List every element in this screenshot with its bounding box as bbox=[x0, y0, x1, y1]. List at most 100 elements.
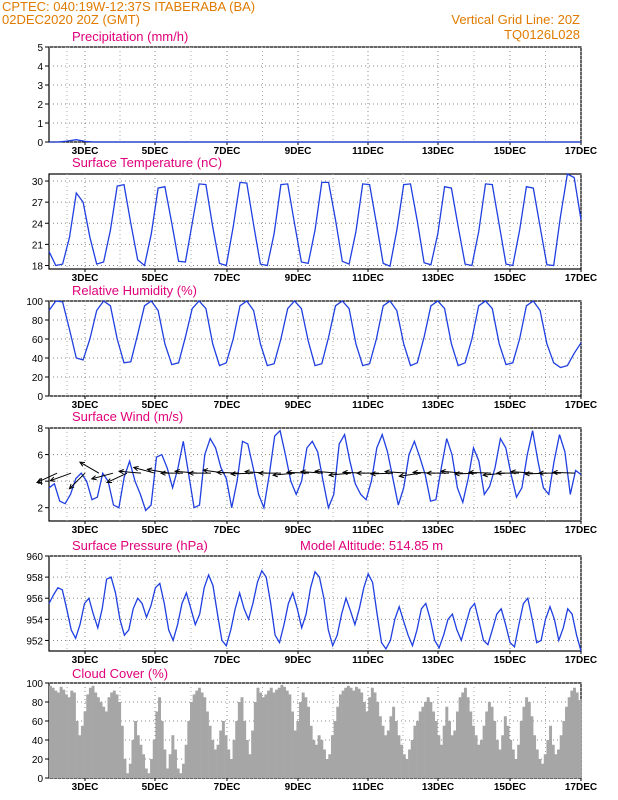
cloud-bar bbox=[424, 702, 428, 778]
cloud-bar bbox=[192, 694, 196, 778]
x-tick-label: 13DEC bbox=[422, 525, 454, 536]
cloud-bar bbox=[506, 725, 510, 778]
wind-arrowhead bbox=[229, 471, 236, 477]
cloud-bar bbox=[115, 694, 119, 778]
cloud-bar bbox=[269, 687, 273, 778]
wind-arrowhead bbox=[411, 469, 418, 476]
cloud-bar bbox=[400, 744, 404, 778]
y-tick-label: 80 bbox=[32, 316, 44, 327]
wind-arrow bbox=[301, 471, 324, 474]
cloud-bar bbox=[402, 754, 406, 778]
cloud-bar bbox=[522, 706, 526, 778]
wind-arrowhead bbox=[439, 469, 446, 475]
cloud-bar bbox=[96, 697, 100, 778]
wind-arrowhead bbox=[106, 478, 113, 484]
x-tick-label: 15DEC bbox=[494, 525, 526, 536]
wind-arrowhead bbox=[523, 471, 530, 477]
x-tick-label: 11DEC bbox=[352, 273, 384, 284]
cloud-bar bbox=[203, 697, 207, 778]
x-tick-label: 3DEC bbox=[72, 782, 99, 793]
wind-arrowhead bbox=[383, 469, 390, 475]
series-line bbox=[48, 569, 582, 652]
wind-arrowhead bbox=[398, 473, 405, 479]
cloud-bar bbox=[301, 692, 305, 778]
wind-arrowhead bbox=[551, 469, 558, 476]
cloud-bar bbox=[511, 749, 515, 778]
cloud-bar bbox=[158, 697, 162, 778]
x-tick-label: 7DEC bbox=[214, 655, 241, 666]
cloud-bar bbox=[67, 697, 71, 778]
cloud-bar bbox=[86, 694, 90, 778]
cloud-bar bbox=[136, 735, 140, 778]
cloud-bar bbox=[285, 690, 289, 778]
header-model: TQ0126L028 bbox=[504, 27, 580, 42]
cloud-bar bbox=[128, 763, 132, 778]
x-tick-label: 9DEC bbox=[285, 400, 312, 411]
x-tick-label: 5DEC bbox=[142, 400, 169, 411]
cloud-bar bbox=[219, 730, 223, 778]
cloud-bar bbox=[49, 685, 52, 778]
cloud-bar bbox=[448, 721, 451, 778]
y-tick-label: 30 bbox=[32, 177, 44, 188]
y-tick-label: 956 bbox=[26, 594, 43, 605]
panel-frame bbox=[48, 300, 582, 397]
cloud-bar bbox=[410, 740, 414, 778]
cloud-bar bbox=[248, 754, 252, 778]
wind-arrowhead bbox=[481, 472, 488, 478]
cloud-bar bbox=[365, 711, 369, 778]
cloud-bar bbox=[416, 721, 420, 778]
wind-arrowhead bbox=[313, 469, 320, 475]
cloud-bar bbox=[213, 749, 217, 778]
y-tick-label: 27 bbox=[32, 198, 44, 209]
y-tick-label: 100 bbox=[26, 679, 43, 690]
cloud-bar bbox=[155, 711, 159, 778]
wind-arrowhead bbox=[117, 469, 124, 475]
x-tick-label: 9DEC bbox=[285, 782, 312, 793]
panel-annotation: Model Altitude: 514.85 m bbox=[300, 538, 443, 553]
cloud-bar bbox=[482, 725, 486, 778]
cloud-bar bbox=[485, 711, 489, 778]
wind-arrow bbox=[370, 472, 394, 475]
cloud-bar bbox=[338, 694, 342, 778]
cloud-bar bbox=[291, 711, 295, 778]
wind-arrowhead bbox=[537, 470, 544, 476]
cloud-bar bbox=[487, 702, 491, 778]
cloud-bar bbox=[546, 740, 550, 778]
wind-arrow bbox=[133, 466, 156, 474]
wind-arrowhead bbox=[146, 467, 153, 473]
cloud-bar bbox=[240, 697, 244, 778]
cloud-bar bbox=[437, 735, 441, 778]
x-tick-label: 9DEC bbox=[285, 525, 312, 536]
cloud-bar bbox=[144, 768, 148, 778]
y-tick-label: 5 bbox=[37, 43, 43, 54]
wind-arrowhead bbox=[257, 470, 264, 476]
wind-arrowhead bbox=[49, 476, 56, 482]
cloud-bar bbox=[187, 721, 191, 778]
cloud-bar bbox=[189, 702, 193, 778]
x-tick-label: 15DEC bbox=[494, 400, 526, 411]
cloud-bar bbox=[110, 692, 114, 778]
cloud-bar bbox=[195, 690, 199, 778]
cloud-bar bbox=[543, 754, 547, 778]
cloud-bar bbox=[376, 702, 380, 778]
cloud-bar bbox=[94, 692, 98, 778]
cloud-bar bbox=[541, 763, 545, 778]
cloud-bar bbox=[466, 697, 470, 778]
cloud-bar bbox=[288, 694, 292, 778]
panel-title: Surface Pressure (hPa) bbox=[72, 538, 208, 553]
cloud-bar bbox=[362, 702, 366, 778]
wind-arrow bbox=[552, 471, 576, 474]
wind-arrowhead bbox=[36, 478, 43, 484]
cloud-bar bbox=[163, 749, 167, 778]
x-tick-label: 5DEC bbox=[142, 525, 169, 536]
wind-arrowhead bbox=[90, 475, 97, 481]
cloud-bar bbox=[530, 716, 534, 778]
x-tick-label: 17DEC bbox=[565, 782, 597, 793]
y-tick-label: 24 bbox=[32, 219, 44, 230]
cloud-bar bbox=[525, 697, 529, 778]
cloud-bar bbox=[578, 700, 582, 778]
cloud-bar bbox=[474, 735, 478, 778]
cloud-bar bbox=[389, 716, 393, 778]
cloud-bar bbox=[453, 730, 457, 778]
cloud-bar bbox=[235, 721, 239, 778]
